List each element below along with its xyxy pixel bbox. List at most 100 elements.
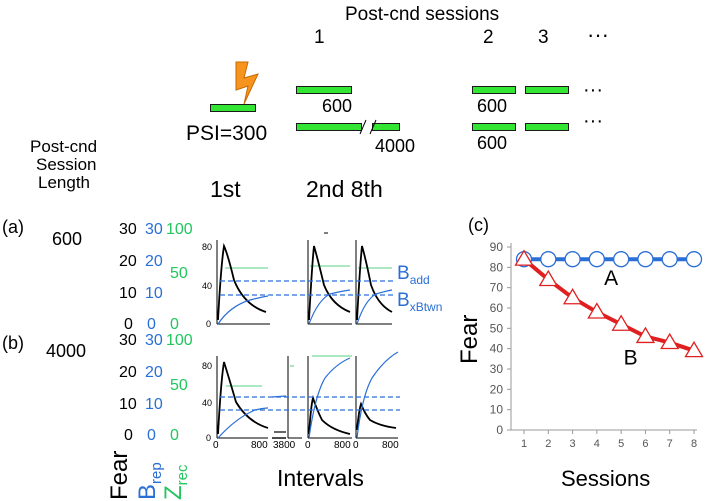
psi-label: PSI=300	[186, 122, 268, 145]
session-number-1: 1	[314, 27, 325, 48]
panel-a-length: 600	[52, 229, 83, 249]
series-B-point	[660, 332, 680, 350]
row2-ellipsis: ···	[583, 110, 603, 132]
chart-xlabel: Sessions	[561, 466, 651, 491]
chart-x-tick-label: 7	[667, 438, 673, 450]
session2-600b-label: 600	[477, 133, 508, 153]
panel-a-brep-tick: 0	[147, 316, 156, 333]
chart-y-tick-label: 40	[490, 342, 504, 356]
chart-x-tick-label: 4	[594, 438, 600, 450]
chart-y-tick-label: 80	[490, 260, 504, 274]
series-B-point	[635, 326, 656, 344]
series-A-point	[612, 251, 630, 268]
chart-ylabel: Fear	[456, 314, 483, 364]
session1-600-label: 600	[322, 96, 353, 116]
session-number-2: 2	[483, 27, 494, 48]
series-B-point	[684, 340, 704, 358]
panel-a-label: (a)	[2, 217, 24, 237]
session1-4000-label: 4000	[375, 136, 416, 156]
chart-y-tick-label: 90	[490, 240, 504, 254]
panel-b-plot-tick: 0	[206, 433, 212, 443]
series-A-point	[661, 251, 678, 268]
series-A-point	[637, 251, 654, 268]
panel-a-zrec-tick: 0	[170, 316, 179, 333]
panel-b-length: 4000	[46, 341, 87, 361]
panel-a-brep-tick: 30	[145, 221, 163, 238]
session1-bar-600	[296, 86, 352, 94]
chart-y-tick-label: 50	[490, 321, 504, 335]
series-A-point	[540, 251, 557, 268]
column-label-1st: 1st	[210, 176, 241, 202]
session-ellipsis: ···	[587, 22, 609, 47]
panel-a-fear-tick: 10	[119, 285, 137, 302]
psi-bar	[210, 104, 256, 112]
chart-y-tick-label: 30	[490, 362, 504, 376]
chart-x-tick-label: 3	[570, 438, 576, 450]
panel-b-x-tick: 800	[251, 440, 268, 451]
panel-b-x-tick: 3800	[273, 440, 296, 451]
panel-b-plot-tick: 80	[202, 361, 213, 371]
session2-bar-4000	[472, 123, 516, 131]
chart-y-tick-label: 0	[496, 423, 503, 437]
panel-b-zrec-tick: 0	[170, 427, 179, 444]
series-B-point	[587, 302, 607, 319]
panel-a-plot-tick: 0	[206, 319, 212, 329]
chart-x-tick-label: 1	[521, 438, 527, 450]
panel-a-brep-tick: 10	[145, 285, 163, 302]
panel-b-x-tick: 800	[334, 440, 351, 451]
left-label-line2: Session	[36, 155, 97, 174]
chart-y-tick-label: 10	[490, 403, 504, 417]
series-A-label: A	[604, 267, 618, 290]
panel-a-plot-tick: 40	[202, 281, 213, 291]
panel-b-x-tick: 800	[382, 440, 399, 451]
panel-b-fear-tick: 10	[119, 396, 137, 413]
session1-bar-4000-a	[296, 123, 362, 131]
panel-b-brep-tick: 10	[145, 396, 163, 413]
chart-x-tick-label: 8	[691, 438, 697, 450]
panel-b-fear-tick: 0	[124, 427, 133, 444]
row1-ellipsis: ···	[583, 79, 603, 101]
panel-b-fear-tick: 30	[119, 332, 137, 349]
zrec-axis-label: Zrec	[160, 464, 191, 500]
panel-b-brep-tick: 30	[145, 332, 163, 349]
panel-a-brep-tick: 20	[145, 253, 163, 270]
panel-a-fear-tick: 20	[119, 253, 137, 270]
chart-y-tick-label: 20	[490, 382, 504, 396]
series-B-point	[611, 314, 631, 331]
panel-b-label: (b)	[2, 333, 24, 353]
session1-bar-4000-b	[372, 123, 400, 131]
schedule-title: Post-cnd sessions	[345, 4, 500, 25]
series-A-point	[685, 251, 703, 268]
panel-a-fear-tick: 30	[119, 221, 137, 238]
column-label-2nd-8th: 2nd 8th	[306, 176, 383, 202]
series-B-point	[538, 269, 558, 287]
left-label-line3: Length	[38, 173, 90, 192]
intervals-axis-label: Intervals	[277, 465, 364, 491]
left-label-line1: Post-cnd	[30, 137, 98, 156]
b-xbtwn-label: BxBtwn	[397, 290, 443, 314]
panel-b-fear-tick: 20	[119, 364, 137, 381]
chart-y-tick-label: 60	[490, 301, 504, 315]
chart-x-tick-label: 2	[545, 438, 551, 450]
chart-y-tick-label: 70	[490, 281, 504, 295]
fear-axis-label: Fear	[106, 450, 133, 500]
series-B-line	[522, 257, 695, 353]
series-A-point	[515, 251, 533, 268]
panel-b-brep-tick: 0	[147, 427, 156, 444]
panel-b-x-tick: 0	[305, 440, 311, 451]
panel-b-zrec-tick: 50	[170, 377, 188, 394]
panel-a-fear-tick: 0	[124, 316, 133, 333]
session2-600-label: 600	[477, 96, 508, 116]
series-A-point	[588, 251, 606, 268]
b-add-label: Badd	[397, 263, 430, 287]
panel-a-plot-tick: 80	[202, 242, 213, 252]
chart-x-tick-label: 6	[642, 438, 648, 450]
chart-x-tick-label: 5	[618, 438, 624, 450]
session2-bar-600	[472, 86, 516, 94]
panel-b-brep-tick: 20	[145, 364, 163, 381]
series-B-label: B	[624, 346, 638, 369]
